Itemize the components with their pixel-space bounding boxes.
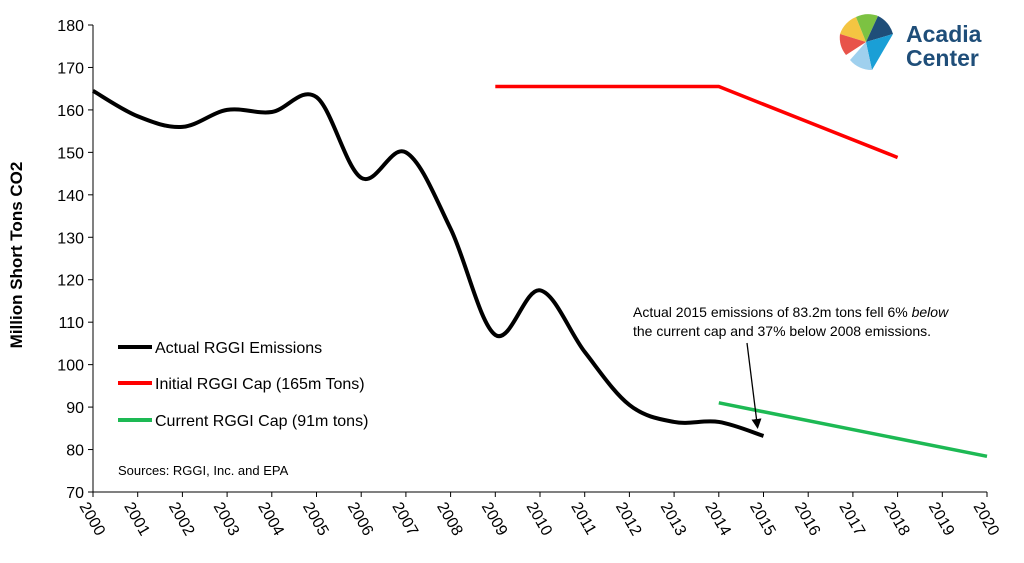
x-axis-ticks: 2000 2001 2002 2003 2004 2005 2006 2007 2008 2009… <box>76 492 1003 539</box>
y-tick-label: 100 <box>57 358 84 375</box>
legend-label-initial-cap: Initial RGGI Cap (165m Tons) <box>155 376 365 393</box>
x-tick-label: 2014 <box>701 500 734 539</box>
logo-mark-icon <box>839 14 893 71</box>
annotation-line-1-italic: below <box>912 304 949 320</box>
y-axis-label: Million Short Tons CO2 <box>7 162 26 349</box>
x-tick-label: 2020 <box>970 500 1003 539</box>
x-tick-label: 2019 <box>925 500 958 539</box>
y-tick-label: 120 <box>57 273 84 290</box>
logo-text-line-1: Acadia <box>906 21 982 47</box>
x-tick-label: 2007 <box>388 500 421 539</box>
y-tick-label: 70 <box>66 485 84 502</box>
x-tick-label: 2000 <box>76 500 109 539</box>
annotation-line-1-regular: Actual 2015 emissions of 83.2m tons fell… <box>633 304 912 320</box>
y-tick-label: 180 <box>57 18 84 35</box>
acadia-center-logo: Acadia Center <box>839 14 982 71</box>
annotation-line-2: the current cap and 37% below 2008 emiss… <box>633 323 931 339</box>
annotation-arrow <box>746 342 762 429</box>
series-initial-cap <box>495 84 899 160</box>
x-tick-label: 2004 <box>254 500 287 539</box>
x-tick-label: 2010 <box>523 500 556 539</box>
y-tick-label: 90 <box>66 400 84 417</box>
x-tick-label: 2018 <box>880 500 913 539</box>
x-tick-label: 2015 <box>746 500 779 539</box>
y-tick-label: 170 <box>57 60 84 77</box>
legend-label-actual: Actual RGGI Emissions <box>155 340 322 357</box>
series-actual-emissions <box>91 89 765 438</box>
x-tick-label: 2013 <box>657 500 690 539</box>
x-tick-label: 2002 <box>165 500 198 539</box>
source-note: Sources: RGGI, Inc. and EPA <box>118 463 289 478</box>
x-tick-label: 2008 <box>433 500 466 539</box>
y-tick-label: 80 <box>66 443 84 460</box>
y-tick-label: 150 <box>57 145 84 162</box>
x-tick-label: 2005 <box>299 500 332 539</box>
y-tick-label: 140 <box>57 188 84 205</box>
series-layer <box>91 84 988 459</box>
x-tick-label: 2017 <box>835 500 868 539</box>
y-tick-label: 160 <box>57 103 84 120</box>
series-current-cap <box>718 401 988 459</box>
legend-label-current-cap: Current RGGI Cap (91m tons) <box>155 413 368 430</box>
legend: Actual RGGI Emissions Initial RGGI Cap (… <box>118 340 368 430</box>
x-tick-label: 2001 <box>120 500 153 539</box>
x-tick-label: 2009 <box>478 500 511 539</box>
y-tick-label: 130 <box>57 230 84 247</box>
x-tick-label: 2003 <box>210 500 243 539</box>
annotation: Actual 2015 emissions of 83.2m tons fell… <box>633 304 949 429</box>
x-tick-label: 2012 <box>612 500 645 539</box>
logo-text-line-2: Center <box>906 45 979 71</box>
x-tick-label: 2006 <box>344 500 377 539</box>
y-axis-ticks: 70 80 90 100 110 120 130 140 150 160 170 180 <box>57 18 93 502</box>
x-tick-label: 2011 <box>567 500 599 538</box>
x-tick-label: 2016 <box>791 500 824 539</box>
y-tick-label: 110 <box>58 315 84 332</box>
annotation-line-1: Actual 2015 emissions of 83.2m tons fell… <box>633 304 949 320</box>
